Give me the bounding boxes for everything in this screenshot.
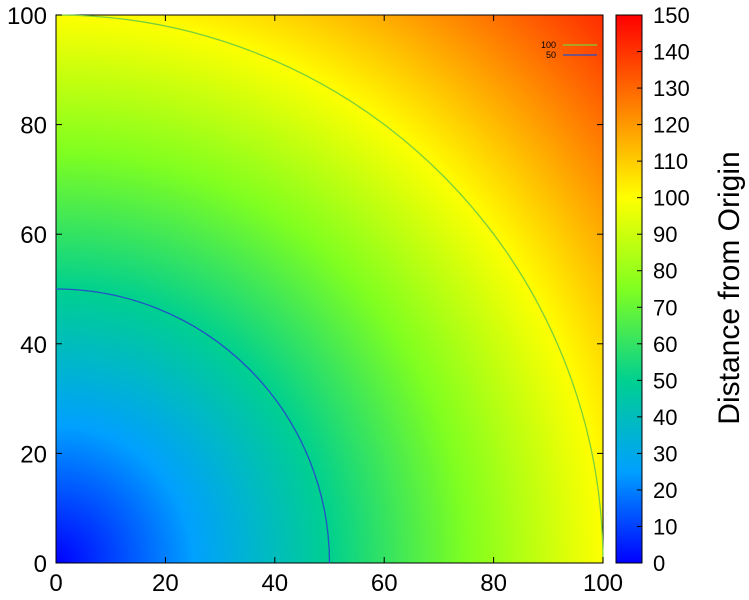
colorbar-tick-label: 140 bbox=[653, 40, 690, 65]
y-tick-label: 60 bbox=[20, 222, 47, 249]
colorbar-tick-label: 80 bbox=[653, 259, 677, 284]
colorbar-tick-label: 150 bbox=[653, 3, 690, 28]
contour-line-50 bbox=[55, 288, 331, 564]
x-tick-label: 20 bbox=[152, 570, 179, 597]
colorbar-tick-label: 0 bbox=[653, 551, 665, 576]
y-tick-label: 80 bbox=[20, 113, 47, 140]
colorbar-tick-label: 110 bbox=[653, 149, 688, 174]
colorbar-tick-label: 120 bbox=[653, 113, 690, 138]
legend-label: 50 bbox=[546, 50, 556, 60]
x-tick-label: 40 bbox=[261, 570, 288, 597]
y-tick-label: 40 bbox=[20, 332, 47, 359]
colorbar-tick-label: 40 bbox=[653, 405, 677, 430]
colorbar-tick-label: 20 bbox=[653, 478, 677, 503]
colorbar-tick-label: 10 bbox=[653, 514, 677, 539]
legend-label: 100 bbox=[541, 40, 556, 50]
colorbar-tick-label: 90 bbox=[653, 222, 677, 247]
colorbar-label: Distance from Origin bbox=[713, 151, 746, 424]
colorbar-tick-label: 70 bbox=[653, 295, 677, 320]
contour-line-100 bbox=[55, 14, 604, 564]
y-tick-label: 0 bbox=[34, 551, 47, 578]
colorbar-tick-label: 130 bbox=[653, 76, 690, 101]
y-tick-label: 100 bbox=[7, 3, 47, 30]
x-tick-label: 80 bbox=[480, 570, 507, 597]
colorbar bbox=[615, 14, 643, 564]
colorbar-tick-label: 30 bbox=[653, 441, 677, 466]
x-tick-label: 100 bbox=[583, 570, 623, 597]
colorbar-tick-label: 50 bbox=[653, 368, 677, 393]
colorbar-tick-label: 60 bbox=[653, 332, 677, 357]
x-tick-label: 60 bbox=[371, 570, 398, 597]
y-tick-label: 20 bbox=[20, 441, 47, 468]
colorbar-tick-label: 100 bbox=[653, 186, 690, 211]
x-tick-label: 0 bbox=[49, 570, 62, 597]
plot-frame bbox=[55, 14, 604, 564]
